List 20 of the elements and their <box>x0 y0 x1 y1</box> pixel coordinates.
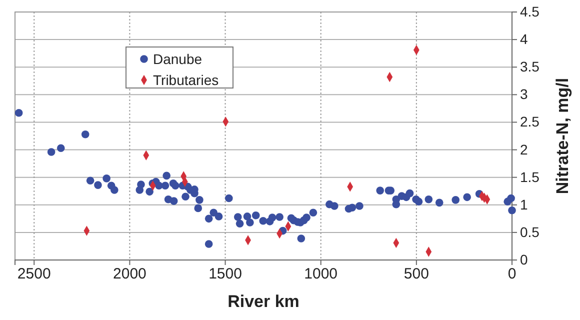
y-tick-label: 4 <box>520 31 528 48</box>
y-tick-label: 3.5 <box>520 58 540 75</box>
y-tick-label: 0.5 <box>520 224 540 240</box>
x-tick-label: 1500 <box>208 266 242 283</box>
legend-label: Tributaries <box>153 72 219 88</box>
x-tick-label: 500 <box>404 266 429 283</box>
legend-label: Danube <box>153 51 202 67</box>
y-tick-label: 0 <box>520 251 528 268</box>
x-tick-label: 2000 <box>113 266 146 283</box>
y-axis-title: Nitrate-N, mg/l <box>553 78 572 194</box>
y-tick-label: 2.5 <box>520 114 540 130</box>
y-tick-label: 2 <box>520 141 528 158</box>
x-tick-label: 2500 <box>17 266 51 283</box>
y-tick-label: 1 <box>520 196 528 212</box>
x-tick-label: 1000 <box>304 266 338 283</box>
y-tick-label: 1.5 <box>520 168 540 185</box>
x-tick-label: 0 <box>508 266 516 283</box>
y-tick-label: 4.5 <box>520 3 540 20</box>
y-tick-label: 3 <box>520 86 528 102</box>
x-axis-title: River km <box>228 292 300 311</box>
